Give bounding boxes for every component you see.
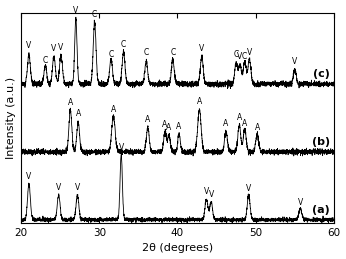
- Text: V: V: [199, 44, 204, 53]
- Text: (c): (c): [313, 69, 330, 79]
- Text: A: A: [166, 123, 172, 132]
- Text: V: V: [209, 190, 214, 199]
- Text: C: C: [144, 48, 149, 57]
- Text: V: V: [73, 6, 79, 15]
- Text: C: C: [108, 50, 113, 59]
- Text: A: A: [237, 113, 242, 122]
- Text: V: V: [204, 188, 209, 197]
- Text: V: V: [75, 183, 80, 192]
- Text: A: A: [68, 98, 73, 107]
- Text: A: A: [145, 115, 151, 124]
- Text: V: V: [237, 52, 243, 61]
- Text: A: A: [162, 120, 167, 129]
- Y-axis label: Intensity (a.u.): Intensity (a.u.): [6, 77, 16, 159]
- Text: C: C: [242, 52, 247, 61]
- Text: (b): (b): [312, 137, 330, 147]
- Text: V: V: [56, 183, 61, 192]
- Text: A: A: [111, 105, 116, 114]
- Text: C: C: [234, 50, 239, 59]
- Text: V: V: [246, 184, 251, 193]
- Text: V: V: [119, 143, 124, 152]
- X-axis label: 2θ (degrees): 2θ (degrees): [142, 243, 213, 254]
- Text: V: V: [26, 41, 31, 50]
- Text: C: C: [121, 40, 126, 49]
- Text: V: V: [292, 57, 298, 66]
- Text: A: A: [255, 124, 260, 132]
- Text: V: V: [247, 48, 252, 56]
- Text: A: A: [197, 97, 202, 106]
- Text: V: V: [58, 43, 64, 52]
- Text: C: C: [170, 48, 175, 57]
- Text: A: A: [224, 119, 229, 128]
- Text: V: V: [298, 198, 303, 207]
- Text: V: V: [51, 44, 57, 53]
- Text: A: A: [242, 119, 247, 128]
- Text: V: V: [26, 172, 31, 181]
- Text: A: A: [176, 121, 182, 131]
- Text: A: A: [75, 109, 81, 118]
- Text: C: C: [43, 56, 48, 65]
- Text: C: C: [92, 10, 97, 19]
- Text: (a): (a): [312, 205, 330, 215]
